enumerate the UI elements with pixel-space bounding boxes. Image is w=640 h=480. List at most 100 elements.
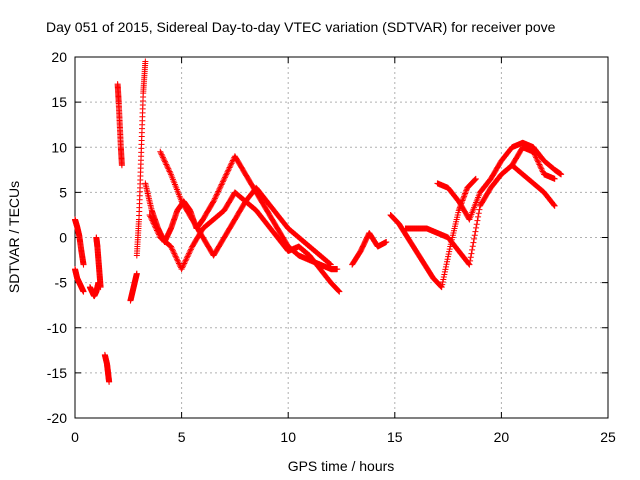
data-point (444, 256, 451, 263)
data-point (463, 187, 470, 194)
data-point (446, 246, 453, 253)
data-point (106, 378, 113, 385)
data-point (475, 213, 482, 220)
data-point (467, 257, 474, 264)
data-point (212, 194, 219, 201)
data-point (455, 207, 462, 214)
series-arc16 (509, 162, 558, 209)
data-point (211, 195, 218, 202)
data-point (80, 288, 87, 295)
data-point (183, 256, 190, 263)
data-point (462, 190, 469, 197)
data-point (537, 164, 544, 171)
y-tick-label: -15 (47, 365, 67, 381)
y-axis-label: SDTVAR / TECUs (6, 181, 22, 293)
data-point (154, 228, 161, 235)
data-point (551, 202, 558, 209)
data-point (474, 217, 481, 224)
series-arc13 (387, 175, 479, 291)
series-arc8 (133, 58, 149, 259)
x-axis-label: GPS time / hours (288, 458, 395, 474)
data-point (468, 250, 475, 257)
data-point (180, 261, 187, 268)
data-point (163, 162, 170, 169)
data-point (152, 224, 159, 231)
data-point (171, 250, 178, 257)
x-tick-label: 5 (178, 429, 186, 445)
data-point (146, 211, 153, 218)
data-point (472, 228, 479, 235)
data-point (187, 246, 194, 253)
data-point (536, 161, 543, 168)
data-point (209, 199, 216, 206)
data-point (221, 174, 228, 181)
data-point (155, 231, 162, 238)
data-point (472, 176, 479, 183)
data-point (327, 261, 334, 268)
data-point (153, 227, 160, 234)
data-points (72, 58, 565, 385)
data-point (471, 235, 478, 242)
data-point (225, 165, 232, 172)
data-point (535, 158, 542, 165)
data-point (335, 287, 342, 294)
x-tick-label: 10 (280, 429, 296, 445)
data-point (469, 246, 476, 253)
data-point (171, 251, 178, 258)
data-point (172, 253, 179, 260)
data-point (211, 196, 218, 203)
data-point (473, 221, 480, 228)
data-point (157, 150, 164, 157)
data-point (185, 250, 192, 257)
x-tick-label: 25 (600, 429, 616, 445)
data-point (534, 157, 541, 164)
data-point (446, 248, 453, 255)
data-point (469, 243, 476, 250)
y-tick-label: 20 (51, 49, 67, 65)
series-arc6 (114, 81, 125, 169)
series-arc10 (146, 189, 343, 295)
data-point (217, 184, 224, 191)
data-point (169, 247, 176, 254)
chart-title: Day 051 of 2015, Sidereal Day-to-day VTE… (46, 19, 556, 35)
data-point (188, 244, 195, 251)
x-tick-label: 15 (387, 429, 403, 445)
data-point (159, 154, 166, 161)
data-point (539, 168, 546, 175)
data-point (157, 148, 164, 155)
data-point (149, 217, 156, 224)
y-tick-label: 0 (59, 230, 67, 246)
data-point (445, 253, 452, 260)
data-point (465, 260, 472, 267)
y-tick-label: -10 (47, 320, 67, 336)
data-point (334, 266, 341, 273)
data-point (175, 259, 182, 266)
data-point (222, 173, 229, 180)
data-point (182, 257, 189, 264)
data-point (383, 239, 390, 246)
data-point (223, 170, 230, 177)
data-point (440, 276, 447, 283)
data-point (442, 263, 449, 270)
data-point (539, 167, 546, 174)
data-point (440, 273, 447, 280)
data-point (466, 261, 473, 268)
data-point (219, 180, 226, 187)
data-point (335, 288, 342, 295)
series-arc11 (157, 148, 334, 268)
data-point (558, 171, 565, 178)
data-point (159, 152, 166, 159)
data-point (551, 175, 558, 182)
data-point (161, 158, 168, 165)
data-point (533, 155, 540, 162)
data-point (444, 258, 451, 265)
data-point (461, 191, 468, 198)
data-point (181, 259, 188, 266)
data-point (186, 249, 193, 256)
data-point (473, 224, 480, 231)
data-point (551, 202, 558, 209)
data-point (147, 213, 154, 220)
data-point (215, 188, 222, 195)
data-point (229, 158, 236, 165)
